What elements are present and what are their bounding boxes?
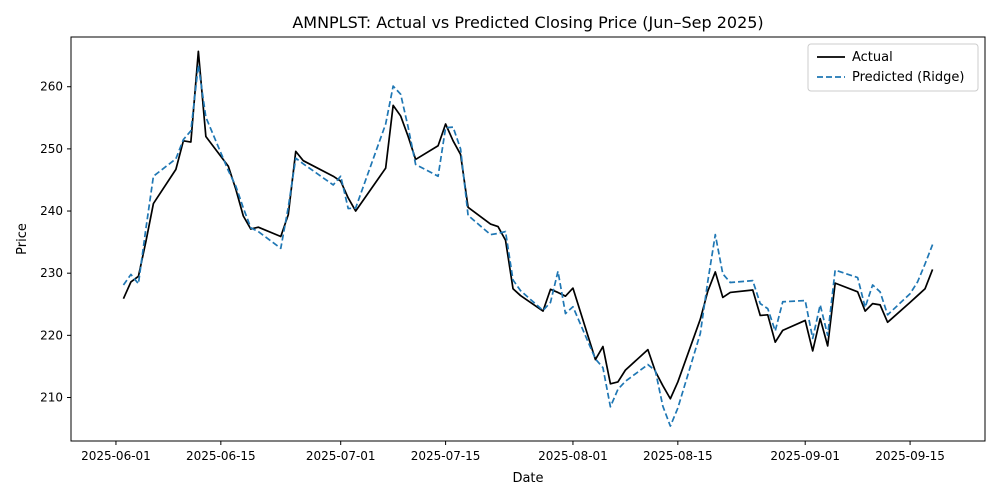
x-tick-label: 2025-06-01 — [81, 449, 151, 463]
x-tick-label: 2025-09-01 — [770, 449, 840, 463]
x-axis: 2025-06-01 2025-06-15 2025-07-01 2025-07-15… — [81, 441, 945, 463]
x-tick-label: 2025-06-15 — [186, 449, 256, 463]
plot-frame — [70, 36, 986, 442]
x-tick-label: 2025-07-15 — [411, 449, 481, 463]
plot-series — [122, 50, 934, 427]
series-line-predicted-ridge — [122, 64, 934, 427]
x-tick-label: 2025-08-01 — [538, 449, 608, 463]
legend-actual-label: Actual — [852, 50, 893, 65]
x-tick-label: 2025-08-15 — [643, 449, 713, 463]
y-tick-label: 210 — [40, 390, 63, 404]
y-tick-label: 240 — [40, 204, 63, 218]
legend-box — [807, 43, 979, 92]
y-axis: 210 220 230 240 250 260 — [40, 80, 71, 404]
chart-title: AMNPLST: Actual vs Predicted Closing Pri… — [292, 13, 763, 32]
legend-predicted-label: Predicted (Ridge) — [852, 70, 964, 85]
y-tick-label: 220 — [40, 328, 63, 342]
x-tick-label: 2025-09-15 — [875, 449, 945, 463]
x-axis-label: Date — [512, 471, 543, 486]
x-tick-label: 2025-07-01 — [306, 449, 376, 463]
y-axis-label: Price — [15, 223, 30, 255]
y-tick-label: 230 — [40, 266, 63, 280]
y-tick-label: 250 — [40, 142, 63, 156]
legend: Actual Predicted (Ridge) — [807, 43, 979, 92]
series-line-actual — [122, 50, 934, 400]
y-tick-label: 260 — [40, 80, 63, 94]
